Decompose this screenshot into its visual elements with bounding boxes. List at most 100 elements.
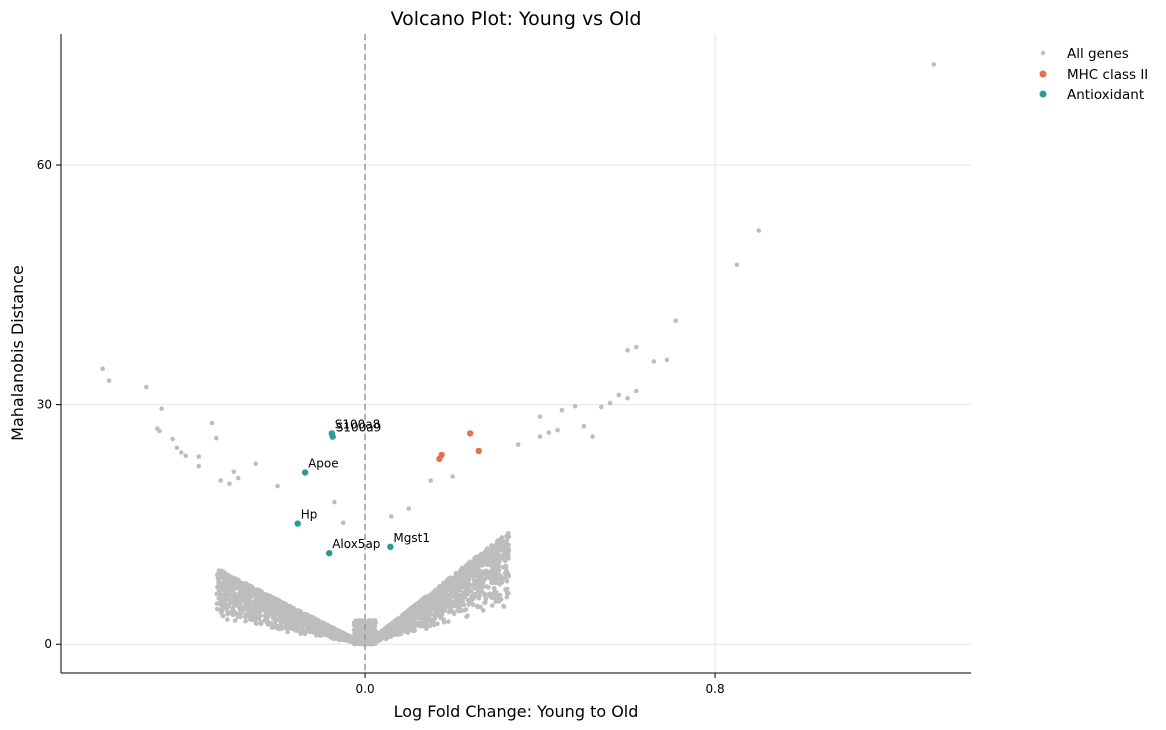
gene-point — [216, 588, 222, 594]
gene-point — [446, 601, 451, 607]
gene-point-outlier — [607, 400, 613, 406]
gene-point-outlier — [581, 423, 587, 429]
gene-point — [425, 601, 431, 607]
gene-point — [504, 586, 510, 592]
gene-point — [407, 612, 412, 617]
gene-annotation: S100a9 — [336, 421, 382, 435]
gene-point — [432, 594, 438, 600]
gene-point — [396, 629, 402, 635]
gene-point — [219, 597, 224, 602]
gene-point — [495, 565, 500, 570]
gene-point — [253, 597, 258, 603]
gene-point — [506, 556, 511, 561]
gene-point — [238, 614, 243, 620]
mhc-class-ii-point — [466, 430, 474, 437]
gene-point — [405, 627, 411, 633]
gene-point — [385, 625, 391, 630]
gene-point — [479, 582, 485, 587]
gene-point — [310, 622, 315, 628]
gene-annotation: S100a8 — [335, 417, 381, 431]
gene-point — [365, 633, 370, 639]
gene-point — [381, 629, 386, 634]
gene-point — [443, 584, 449, 589]
gene-point — [304, 622, 310, 627]
gene-annotation: Mgst1 — [393, 531, 430, 545]
background-gene-cloud — [214, 531, 512, 647]
gene-point-outlier — [756, 228, 762, 233]
x-tick-label: 0.8 — [706, 682, 725, 696]
gene-point-outlier — [275, 483, 280, 489]
gene-point — [455, 600, 461, 606]
gene-point — [489, 543, 494, 548]
gene-point — [293, 628, 298, 633]
gene-point — [247, 587, 252, 593]
gene-point — [451, 579, 457, 585]
gene-point — [506, 542, 511, 548]
gene-point — [422, 605, 428, 610]
gene-point — [265, 610, 270, 615]
gene-point — [324, 628, 330, 634]
gene-point — [352, 629, 358, 634]
gene-point — [323, 624, 329, 630]
gene-point — [431, 621, 436, 626]
gene-point — [232, 590, 237, 596]
gene-point — [468, 568, 474, 573]
gene-point — [225, 611, 230, 617]
gene-point — [497, 592, 503, 598]
gene-point — [420, 617, 426, 622]
gene-point — [484, 549, 490, 554]
gene-point — [476, 596, 482, 601]
gene-point — [504, 578, 510, 584]
gene-point — [491, 586, 497, 591]
gene-point — [218, 573, 224, 579]
gene-point — [283, 622, 289, 628]
gene-point — [259, 607, 265, 613]
gene-point-outlier — [590, 434, 595, 439]
gene-point — [331, 632, 337, 637]
gene-point — [366, 618, 372, 623]
gene-point — [228, 587, 233, 592]
gene-point-outlier — [227, 481, 232, 487]
gene-point — [494, 542, 499, 547]
gene-annotation: Alox5ap — [332, 537, 380, 551]
gene-point-outlier — [389, 514, 394, 519]
gene-point — [365, 629, 371, 634]
gene-point — [244, 584, 249, 590]
gene-point — [491, 575, 496, 580]
gene-point — [489, 603, 495, 608]
gene-point-outlier — [100, 366, 105, 372]
gene-point — [252, 612, 257, 618]
gene-point — [272, 607, 278, 612]
gene-point — [243, 618, 248, 624]
gene-point — [497, 582, 502, 587]
gene-point — [288, 614, 293, 619]
gene-point — [243, 602, 249, 607]
gene-point-outlier — [179, 450, 184, 455]
gene-point — [463, 607, 469, 612]
gene-point — [432, 616, 437, 621]
gene-point-outlier — [599, 404, 604, 410]
gene-point-outlier — [572, 403, 578, 409]
gene-point — [473, 560, 479, 565]
gene-point — [440, 617, 446, 622]
gene-point — [401, 615, 406, 620]
gene-point — [497, 559, 502, 565]
gene-point — [454, 596, 460, 601]
gene-point — [435, 612, 440, 618]
gene-point — [464, 581, 469, 586]
gene-point-outlier — [340, 520, 346, 526]
y-tick-label: 0 — [44, 637, 52, 651]
gene-point — [357, 633, 362, 638]
gene-point — [248, 613, 253, 618]
gene-point-outlier — [253, 461, 258, 467]
gene-point — [284, 617, 290, 622]
gene-point — [221, 580, 226, 586]
gene-point-outlier — [616, 392, 622, 398]
gene-point — [282, 611, 288, 616]
gene-point — [466, 602, 472, 607]
chart-title: Volcano Plot: Young vs Old — [391, 8, 642, 30]
gene-annotation: Hp — [301, 508, 318, 522]
